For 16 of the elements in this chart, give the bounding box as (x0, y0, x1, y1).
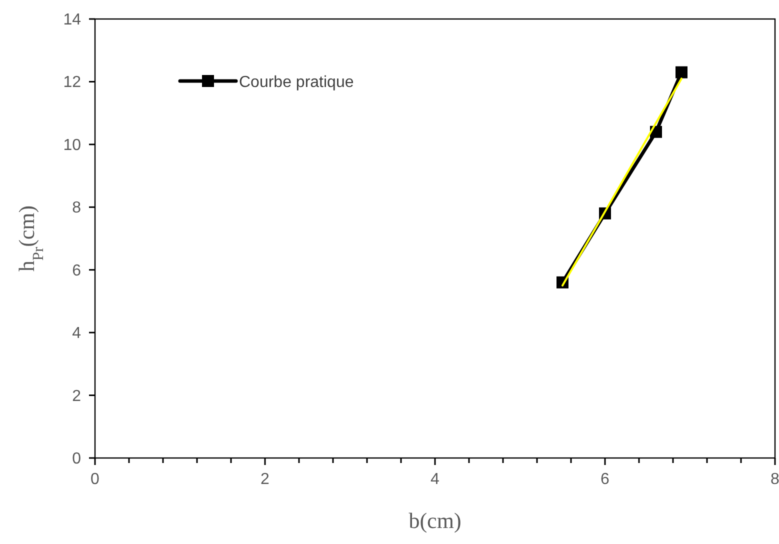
y-tick-label: 8 (72, 200, 82, 217)
x-tick-label: 6 (600, 471, 610, 488)
y-tick-label: 14 (63, 12, 82, 28)
y-tick-label: 0 (72, 450, 82, 468)
x-tick-label: 4 (430, 471, 440, 488)
y-tick-label: 6 (72, 262, 82, 280)
x-tick-label: 0 (90, 471, 100, 488)
y-tick-label: 12 (63, 74, 82, 92)
y-tick-label: 4 (72, 325, 82, 342)
x-tick-label: 8 (770, 471, 779, 488)
legend-label: Courbe pratique (239, 74, 354, 91)
point (676, 66, 688, 78)
x-axis-title: b(cm) (408, 508, 462, 533)
x-tick-label: 2 (260, 471, 270, 488)
y-tick-label: 10 (63, 136, 82, 154)
y-tick-label: 2 (72, 388, 82, 405)
